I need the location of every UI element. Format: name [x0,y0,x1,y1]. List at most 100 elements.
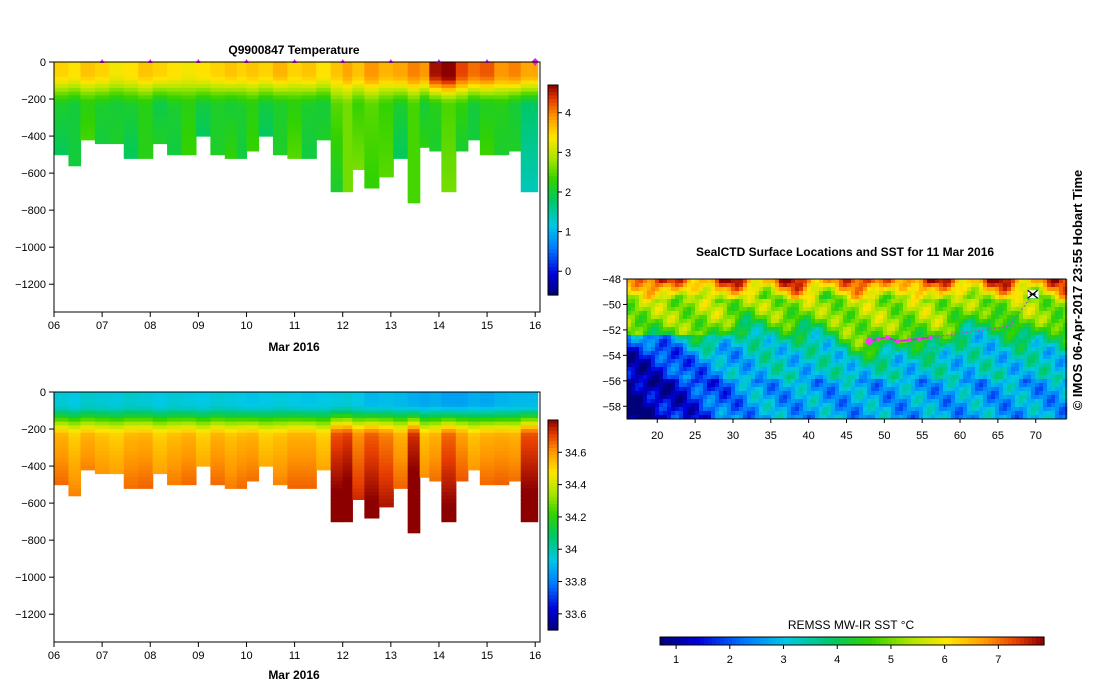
profile-cell [364,139,380,145]
sst-cell [863,287,868,292]
profile-cell [455,425,469,430]
profile-cell [272,392,288,397]
profile-cell [167,392,183,397]
profile-cell [378,432,394,438]
sst-cell [995,291,1000,296]
profile-cell [258,87,274,93]
sst-cell [743,351,748,356]
sst-cell [971,323,976,328]
sst-cell [1039,363,1044,368]
profile-cell [378,65,394,70]
profile-cell [68,62,82,67]
profile-cell [508,399,522,404]
colorbar-swatch [548,123,558,128]
sst-cell [627,371,632,376]
sst-cell [655,299,660,304]
sst-cell [703,347,708,352]
profile-cell [236,410,248,415]
sst-cell [843,327,848,332]
sst-cell [783,339,788,344]
sst-cell [1015,311,1020,316]
profile-cell [455,399,469,404]
colorbar-swatch [548,462,558,467]
sst-cell [891,299,896,304]
profile-cell [236,462,248,467]
sst-cell [875,291,880,296]
profile-cell [246,477,260,482]
sst-cell [947,343,952,348]
sst-cell [1015,335,1020,340]
sst-cell [839,367,844,372]
sst-cell [695,339,700,344]
sst-cell [803,367,808,372]
sst-cell [691,379,696,384]
sst-cell [835,319,840,324]
sst-cell [767,279,772,284]
sst-cell [759,323,764,328]
sst-cell [819,351,824,356]
profile-cell [520,392,539,397]
sst-cell [791,295,796,300]
profile-cell [210,454,226,460]
sst-cell [851,347,856,352]
sst-cell [831,299,836,304]
sst-cell [831,363,836,368]
profile-cell [342,462,353,467]
sst-cell [987,315,992,320]
profile-cell [455,95,469,100]
sst-cell [955,315,960,320]
sst-cell [727,323,732,328]
sst-cell [811,319,816,324]
sst-cell [907,279,912,284]
sst-cell [631,375,636,380]
profile-cell [407,121,421,126]
sst-cell [655,339,660,344]
sst-cell [927,355,932,360]
sst-cell [803,331,808,336]
sst-cell [1035,355,1040,360]
sst-cell [927,323,932,328]
profile-cell [181,462,197,467]
profile-cell [352,440,365,445]
profile-cell [152,117,168,122]
sst-cell [1011,371,1016,376]
profile-cell [378,399,394,404]
profile-cell [236,440,248,445]
sst-cell [747,315,752,320]
profile-cell [508,87,522,93]
sst-cell [831,347,836,352]
profile-cell [138,84,154,89]
profile-cell [393,403,409,408]
sst-cell [1003,311,1008,316]
sst-cell [879,327,884,332]
sst-cell [763,335,768,340]
sst-cell [991,315,996,320]
sst-cell [687,327,692,332]
profile-cell [330,462,344,467]
sst-cell [699,367,704,372]
sst-cell [663,363,668,368]
sst-cell [927,295,932,300]
sst-cell [835,303,840,308]
profile-cell [429,451,442,456]
profile-cell [181,436,197,441]
sst-cell [951,319,956,324]
sst-cell [631,371,636,376]
sst-cell [895,319,900,324]
sst-cell [879,319,884,324]
sst-cell [975,379,980,384]
profile-cell [342,499,353,504]
sst-cell [739,347,744,352]
profile-cell [109,440,125,445]
sst-cell [951,363,956,368]
sst-cell [911,339,916,344]
profile-cell [181,99,197,104]
sst-cell [683,331,688,336]
profile-cell [258,399,274,404]
profile-cell [109,436,125,441]
sst-cell [683,367,688,372]
sst-cell [775,331,780,336]
sst-cell [1039,331,1044,336]
sst-cell [719,327,724,332]
profile-cell [236,76,248,82]
